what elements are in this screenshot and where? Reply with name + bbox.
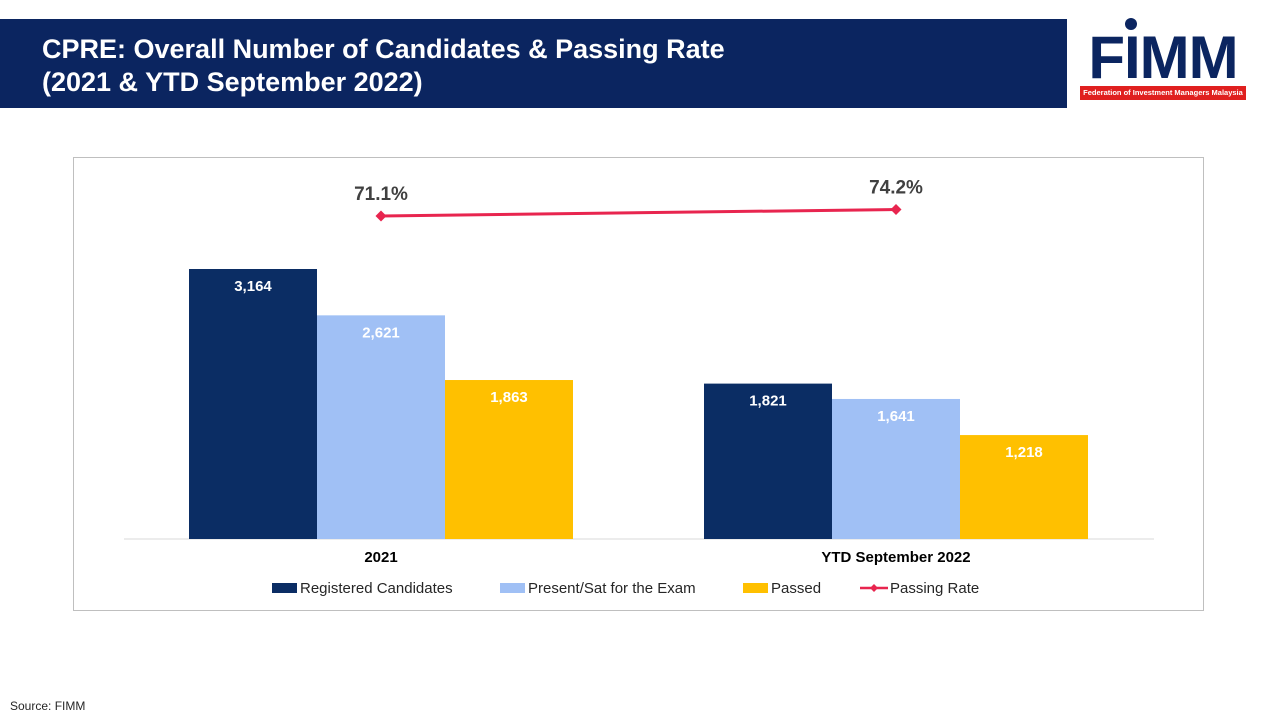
bar-label-2-2: 1,641	[877, 408, 915, 425]
logo-tagline: Federation of Investment Managers Malays…	[1080, 86, 1246, 100]
passing-rate-label-1: 71.1%	[354, 184, 408, 205]
category-label-2: YTD September 2022	[821, 549, 970, 566]
legend-swatch-1	[272, 583, 297, 593]
legend-label-1: Registered Candidates	[300, 580, 453, 597]
page-subtitle: (2021 & YTD September 2022)	[42, 67, 423, 97]
passing-rate-line	[380, 208, 897, 218]
bar-3-2	[960, 435, 1088, 539]
chart-frame: 3,164 1,821 2,621 1,641 1,863 1,218 2021 YTD Se…	[73, 157, 1204, 611]
page-title: CPRE: Overall Number of Candidates & Pas…	[42, 34, 725, 64]
bar-3-1	[445, 380, 573, 539]
legend-label-2: Present/Sat for the Exam	[528, 580, 696, 597]
legend-label-3: Passed	[771, 580, 821, 597]
legend-swatch-3	[743, 583, 768, 593]
legend-label-4: Passing Rate	[890, 580, 979, 597]
passing-rate-marker-2	[890, 204, 902, 215]
bar-label-3-1: 1,863	[490, 389, 528, 406]
fimm-logo: FIMM Federation of Investment Managers M…	[1078, 18, 1248, 102]
legend-marker-4	[870, 584, 878, 592]
logo-wordmark: FIMM	[1088, 24, 1238, 91]
passing-rate-label-2: 74.2%	[869, 178, 923, 199]
bar-2-2	[832, 398, 960, 539]
passing-rate-marker-1	[375, 210, 387, 222]
bar-2-1	[317, 315, 445, 539]
legend-swatch-2	[500, 583, 525, 593]
logo-dot	[1125, 18, 1137, 30]
category-label-1: 2021	[364, 549, 397, 566]
source-note: Source: FIMM	[10, 699, 86, 713]
bar-1-1	[189, 269, 317, 539]
bar-label-1-1: 3,164	[234, 278, 272, 295]
title-banner: CPRE: Overall Number of Candidates & Pas…	[0, 19, 1067, 108]
bar-1-2	[704, 383, 832, 539]
chart-svg: 3,164 1,821 2,621 1,641 1,863 1,218 2021 YTD Se…	[124, 178, 1154, 597]
bar-label-3-2: 1,218	[1005, 444, 1043, 461]
bar-label-1-2: 1,821	[749, 393, 787, 410]
bar-label-2-1: 2,621	[362, 324, 400, 341]
